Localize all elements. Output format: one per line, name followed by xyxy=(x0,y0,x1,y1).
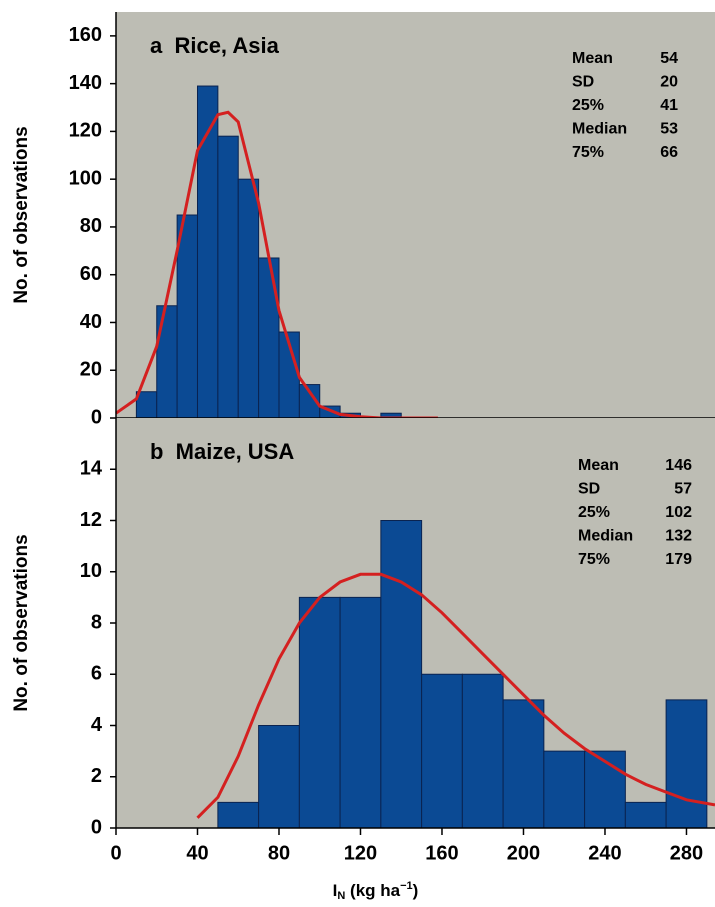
bar xyxy=(237,178,260,419)
y-tick-label: 14 xyxy=(80,458,103,480)
stat-label: Median xyxy=(572,121,627,138)
x-tick-label: 120 xyxy=(344,842,377,864)
y-tick-label: 120 xyxy=(69,120,102,142)
stat-label: Median xyxy=(578,528,633,545)
x-tick-label: 40 xyxy=(186,842,208,864)
bar xyxy=(176,214,198,419)
y-tick-label: 0 xyxy=(91,816,102,838)
panel-title: b Maize, USA xyxy=(150,439,294,464)
x-axis-label-part: I xyxy=(333,881,338,900)
bar xyxy=(543,750,586,829)
x-tick-label: 200 xyxy=(507,842,540,864)
bar xyxy=(298,596,341,829)
x-tick-label: 80 xyxy=(268,842,290,864)
y-tick-label: 160 xyxy=(69,24,102,46)
x-tick-label: 280 xyxy=(670,842,703,864)
bar xyxy=(624,801,667,829)
bar xyxy=(258,257,280,419)
y-tick-label: 6 xyxy=(91,663,102,685)
bar xyxy=(421,673,463,829)
stat-label: SD xyxy=(572,74,594,91)
y-tick-label: 80 xyxy=(80,215,102,237)
y-tick-label: 100 xyxy=(69,167,102,189)
bar xyxy=(380,520,423,829)
x-axis-label-part: ) xyxy=(413,881,419,900)
bar xyxy=(584,750,626,829)
stat-label: SD xyxy=(578,481,600,498)
x-axis-label-part: (kg ha xyxy=(345,881,400,900)
bar xyxy=(665,699,708,829)
x-tick-label: 240 xyxy=(588,842,621,864)
y-axis-label: No. of observations xyxy=(11,534,32,711)
stat-value: 146 xyxy=(665,457,692,474)
x-axis-label: IN (kg ha−1) xyxy=(333,880,419,902)
stat-value: 20 xyxy=(660,74,678,91)
x-tick-label: 0 xyxy=(110,842,121,864)
stat-value: 53 xyxy=(660,121,678,138)
x-axis-label-part: −1 xyxy=(400,880,413,892)
y-tick-label: 10 xyxy=(80,560,102,582)
x-axis-label-part: N xyxy=(337,890,345,902)
bar xyxy=(339,596,382,829)
y-tick-label: 8 xyxy=(91,611,102,633)
stat-label: 75% xyxy=(572,144,604,161)
bar xyxy=(156,305,178,419)
bar xyxy=(502,699,545,829)
bar xyxy=(135,391,158,419)
y-tick-label: 0 xyxy=(91,406,102,428)
y-axis-label: No. of observations xyxy=(11,126,32,303)
fit-curve xyxy=(196,572,715,819)
y-tick-label: 20 xyxy=(80,359,102,381)
bar xyxy=(258,725,300,829)
stat-value: 132 xyxy=(665,528,692,545)
panel-title: a Rice, Asia xyxy=(150,33,280,58)
stat-label: 75% xyxy=(578,551,610,568)
y-tick-label: 2 xyxy=(91,765,102,787)
stat-label: 25% xyxy=(572,97,604,114)
stat-value: 66 xyxy=(660,144,678,161)
stat-value: 102 xyxy=(665,504,692,521)
bar xyxy=(196,85,219,419)
y-tick-label: 140 xyxy=(69,72,102,94)
stat-label: Mean xyxy=(578,457,619,474)
y-tick-label: 4 xyxy=(91,714,103,736)
stat-value: 57 xyxy=(674,481,692,498)
stat-value: 54 xyxy=(660,50,678,67)
y-tick-label: 12 xyxy=(80,509,102,531)
stat-label: Mean xyxy=(572,50,613,67)
bar xyxy=(217,801,260,829)
bar xyxy=(217,135,239,419)
stat-label: 25% xyxy=(578,504,610,521)
stat-value: 41 xyxy=(660,97,678,114)
bar xyxy=(461,673,504,829)
y-tick-label: 60 xyxy=(80,263,102,285)
stat-value: 179 xyxy=(665,551,692,568)
x-tick-label: 160 xyxy=(425,842,458,864)
y-tick-label: 40 xyxy=(80,311,102,333)
